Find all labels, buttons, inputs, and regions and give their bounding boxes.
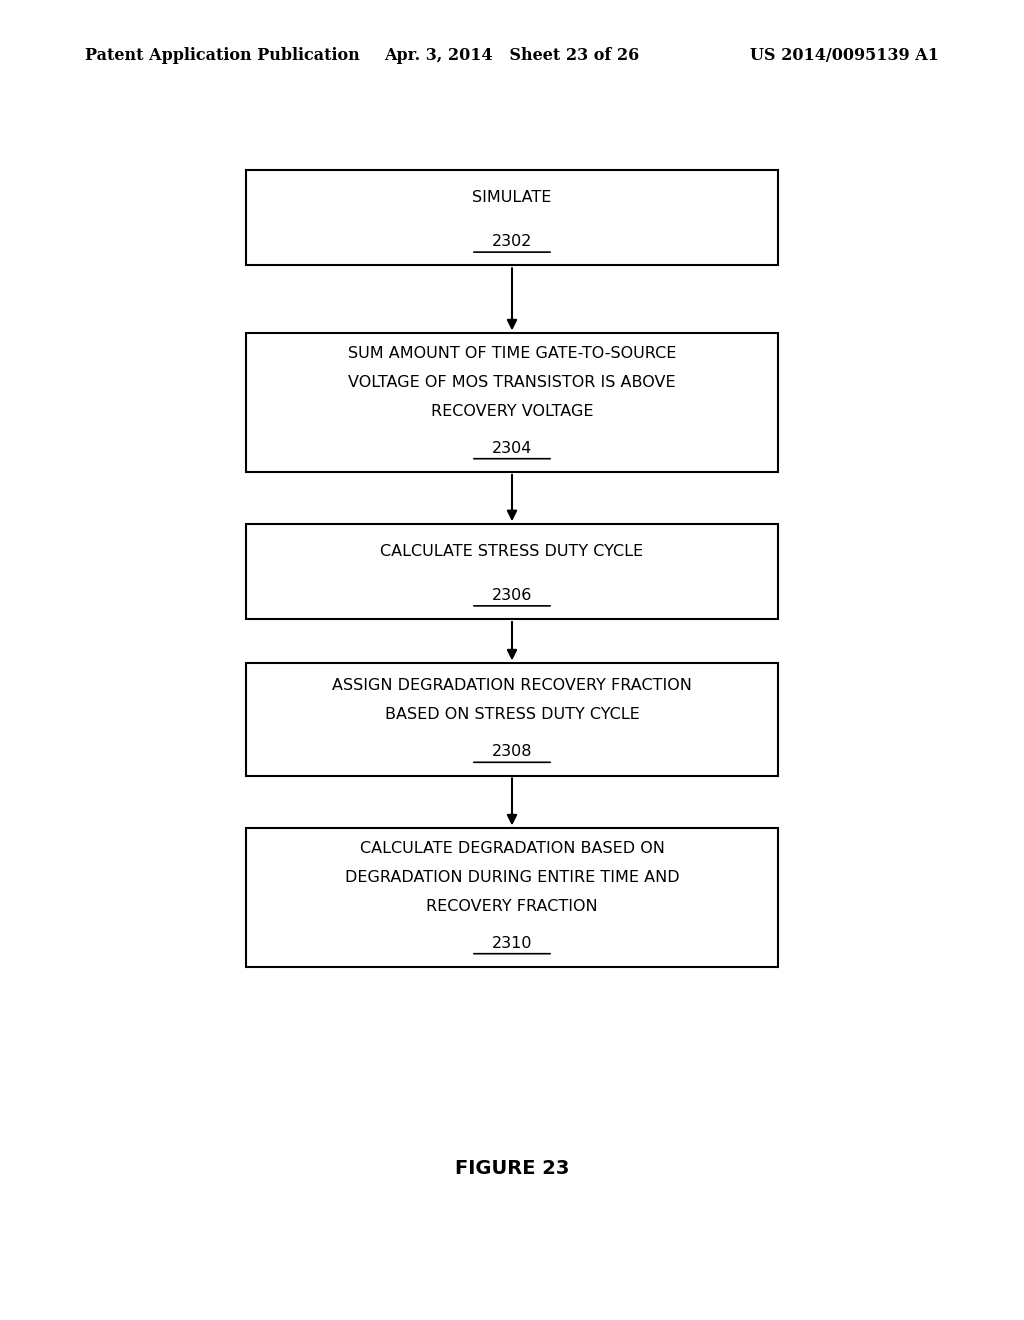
Text: 2306: 2306 <box>492 587 532 603</box>
Text: 2310: 2310 <box>492 936 532 950</box>
Text: US 2014/0095139 A1: US 2014/0095139 A1 <box>750 48 939 63</box>
FancyBboxPatch shape <box>246 829 778 966</box>
Text: SUM AMOUNT OF TIME GATE-TO-SOURCE: SUM AMOUNT OF TIME GATE-TO-SOURCE <box>348 346 676 362</box>
Text: CALCULATE STRESS DUTY CYCLE: CALCULATE STRESS DUTY CYCLE <box>381 544 643 560</box>
FancyBboxPatch shape <box>246 170 778 265</box>
Text: Patent Application Publication: Patent Application Publication <box>85 48 359 63</box>
Text: RECOVERY FRACTION: RECOVERY FRACTION <box>426 899 598 915</box>
Text: Apr. 3, 2014   Sheet 23 of 26: Apr. 3, 2014 Sheet 23 of 26 <box>384 48 640 63</box>
Text: 2302: 2302 <box>492 234 532 249</box>
Text: SIMULATE: SIMULATE <box>472 190 552 206</box>
Text: BASED ON STRESS DUTY CYCLE: BASED ON STRESS DUTY CYCLE <box>385 706 639 722</box>
Text: RECOVERY VOLTAGE: RECOVERY VOLTAGE <box>431 404 593 420</box>
Text: ASSIGN DEGRADATION RECOVERY FRACTION: ASSIGN DEGRADATION RECOVERY FRACTION <box>332 677 692 693</box>
FancyBboxPatch shape <box>246 334 778 473</box>
Text: FIGURE 23: FIGURE 23 <box>455 1159 569 1177</box>
FancyBboxPatch shape <box>246 524 778 619</box>
Text: 2308: 2308 <box>492 744 532 759</box>
FancyBboxPatch shape <box>246 663 778 776</box>
Text: DEGRADATION DURING ENTIRE TIME AND: DEGRADATION DURING ENTIRE TIME AND <box>345 870 679 886</box>
Text: VOLTAGE OF MOS TRANSISTOR IS ABOVE: VOLTAGE OF MOS TRANSISTOR IS ABOVE <box>348 375 676 391</box>
Text: 2304: 2304 <box>492 441 532 455</box>
Text: CALCULATE DEGRADATION BASED ON: CALCULATE DEGRADATION BASED ON <box>359 841 665 857</box>
